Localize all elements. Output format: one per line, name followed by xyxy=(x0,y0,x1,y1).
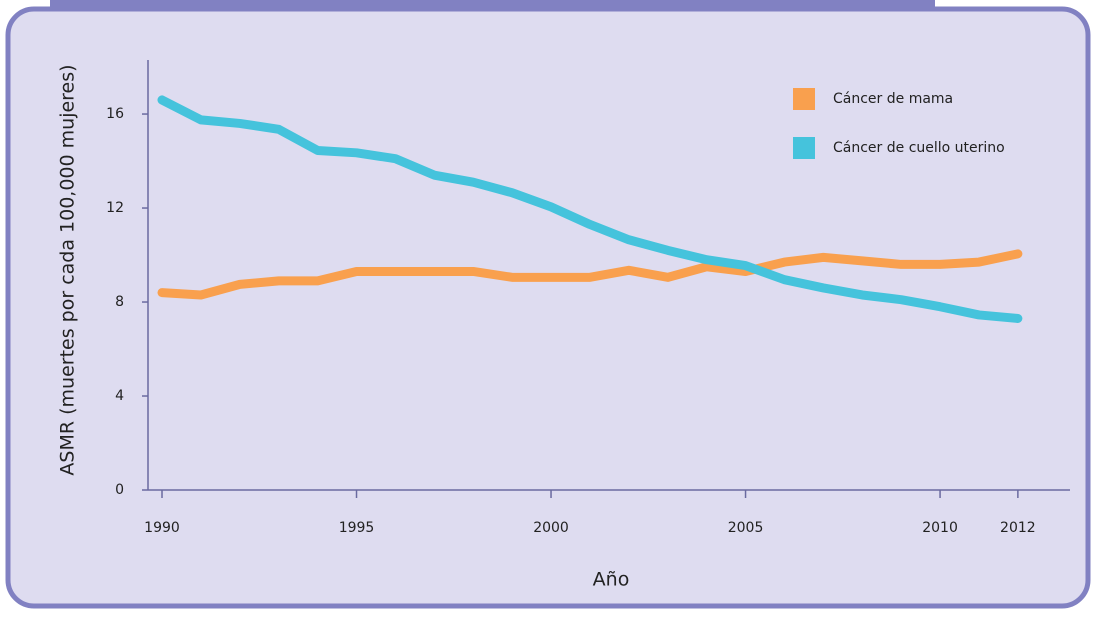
series-line xyxy=(157,249,1023,300)
x-tick-label: 2000 xyxy=(533,520,569,536)
x-tick-label: 2012 xyxy=(1000,520,1036,536)
legend-swatch xyxy=(793,88,815,110)
x-tick-label: 1995 xyxy=(339,520,375,536)
y-tick-label: 8 xyxy=(115,294,124,310)
legend-label: Cáncer de mama xyxy=(833,91,953,107)
y-tick-label: 16 xyxy=(106,106,124,122)
x-tick-label: 2010 xyxy=(922,520,958,536)
legend-label: Cáncer de cuello uterino xyxy=(833,140,1005,156)
panel xyxy=(5,6,1091,609)
y-tick-label: 4 xyxy=(115,388,124,404)
x-tick-label: 2005 xyxy=(728,520,764,536)
series-line xyxy=(157,95,1023,323)
y-tick-label: 0 xyxy=(115,482,124,498)
y-axis-label: ASMR (muertes por cada 100,000 mujeres) xyxy=(57,64,79,475)
y-tick-label: 12 xyxy=(106,200,124,216)
legend-swatch xyxy=(793,137,815,159)
x-tick-label: 1990 xyxy=(144,520,180,536)
x-axis-label: Año xyxy=(593,569,630,591)
